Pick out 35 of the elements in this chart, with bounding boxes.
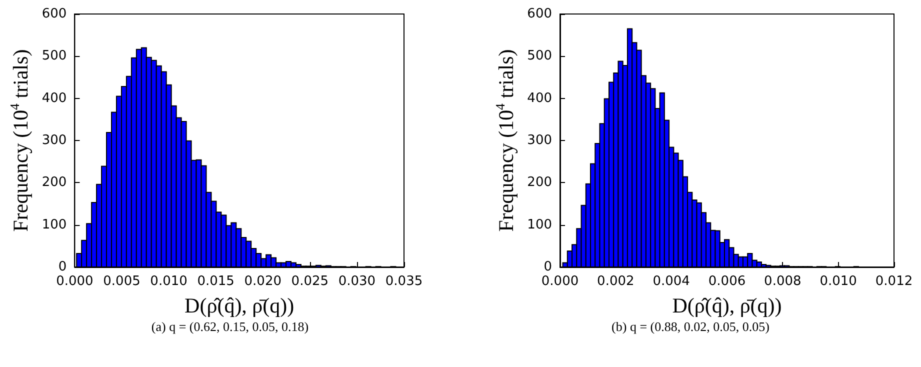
x-tick-label: 0.025 [291,274,329,289]
y-axis-title: Frequency (104 trials) [492,49,518,232]
x-tick-label: 0.008 [764,274,802,289]
y-tick-label: 200 [527,175,552,190]
text: (b) q = (0.88, 0.02, 0.05, 0.05) [612,319,770,334]
x-tick-label: 0.000 [541,274,579,289]
x-tick-label: 0.005 [103,274,140,289]
y-tick-label: 300 [527,133,552,148]
x-tick-label: 0.010 [820,274,857,289]
x-tick-label: 0.006 [708,274,746,289]
y-tick-label: 500 [527,48,552,64]
y-tick-label: 400 [42,90,67,106]
y-tick-label: 600 [527,6,552,22]
x-tick-label: 0.035 [385,274,423,289]
y-tick-label: 200 [42,175,67,190]
x-tick-label: 0.015 [197,274,234,289]
y-axis-title: Frequency (104 trials) [7,49,32,232]
y-tick-label: 100 [42,217,67,232]
x-tick-label: 0.004 [652,274,690,289]
y-tick-label: 500 [42,48,67,64]
text: (a) q = (0.62, 0.15, 0.05, 0.18) [151,319,309,334]
x-tick-label: 0.020 [244,274,282,289]
x-tick-label: 0.030 [338,274,376,289]
y-tick-label: 600 [42,6,67,22]
y-tick-label: 400 [527,90,552,106]
x-tick-label: 0.012 [875,274,913,289]
x-axis-title: D(ρ̂(q̂), ρ̄(q)) [672,294,782,318]
y-tick-label: 300 [42,133,67,148]
x-tick-label: 0.000 [56,274,94,289]
y-tick-label: 100 [527,217,552,232]
y-tick-label: 0 [544,260,552,274]
y-tick-label: 0 [58,260,67,274]
x-tick-label: 0.010 [150,274,188,289]
x-axis-title: D(ρ̂(q̂), ρ̄(q)) [184,294,294,318]
x-tick-label: 0.002 [597,274,634,289]
